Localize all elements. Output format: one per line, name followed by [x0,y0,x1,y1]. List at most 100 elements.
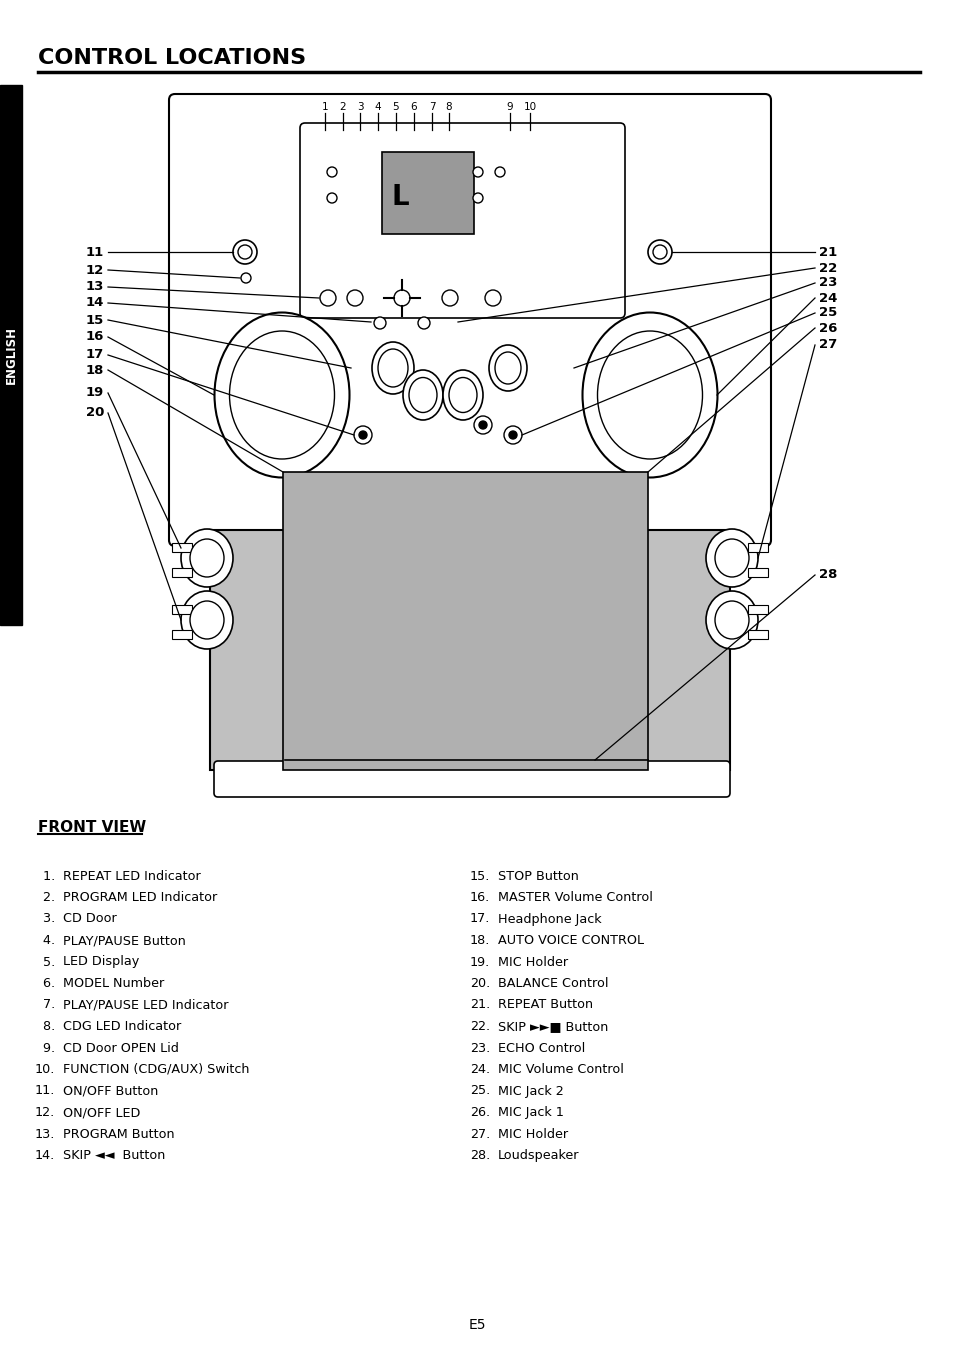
Text: 18.: 18. [469,934,490,946]
Bar [210,529,729,770]
Text: 11: 11 [86,245,104,259]
Text: FUNCTION (CDG/AUX) Switch: FUNCTION (CDG/AUX) Switch [63,1063,250,1076]
Text: MIC Holder: MIC Holder [497,1128,568,1140]
Circle shape [374,317,386,329]
Text: 4.: 4. [39,934,55,946]
Text: CD Door: CD Door [63,913,116,926]
Text: BALANCE Control: BALANCE Control [497,978,608,990]
Circle shape [474,416,492,435]
Ellipse shape [714,539,748,577]
Bar [381,152,474,234]
Text: 9.: 9. [39,1041,55,1055]
Text: 15: 15 [86,314,104,326]
Circle shape [484,290,500,306]
Circle shape [233,240,256,264]
Ellipse shape [449,378,476,413]
Bar [283,473,647,770]
Text: 7: 7 [428,102,435,112]
Text: 7.: 7. [39,998,55,1011]
Text: 21.: 21. [469,998,490,1011]
Text: 26: 26 [818,321,837,334]
Text: MIC Jack 1: MIC Jack 1 [497,1106,563,1118]
Circle shape [509,431,517,439]
Text: 22.: 22. [470,1020,490,1033]
Ellipse shape [705,590,758,649]
Text: ENGLISH: ENGLISH [5,326,17,385]
Text: 11.: 11. [34,1085,55,1098]
Circle shape [394,290,410,306]
Bar [172,605,192,613]
Text: 19.: 19. [469,956,490,968]
Text: 10.: 10. [34,1063,55,1076]
Text: 25: 25 [818,306,837,320]
Text: 17.: 17. [469,913,490,926]
Text: 28.: 28. [469,1150,490,1162]
Text: FRONT VIEW: FRONT VIEW [38,821,146,835]
Text: ON/OFF Button: ON/OFF Button [63,1085,158,1098]
Text: L: L [392,183,409,211]
Text: 1: 1 [321,102,328,112]
Text: 27.: 27. [469,1128,490,1140]
Text: 26.: 26. [470,1106,490,1118]
Text: 2: 2 [339,102,346,112]
Text: STOP Button: STOP Button [497,869,578,883]
Text: 17: 17 [86,348,104,362]
Text: 14.: 14. [34,1150,55,1162]
Text: 3: 3 [356,102,363,112]
Circle shape [354,427,372,444]
Text: PROGRAM LED Indicator: PROGRAM LED Indicator [63,891,217,904]
Ellipse shape [597,330,701,459]
Ellipse shape [190,601,224,639]
Text: LED Display: LED Display [63,956,139,968]
Circle shape [327,167,336,177]
Bar [172,630,192,639]
Text: 13: 13 [86,280,104,294]
Text: 1.: 1. [39,869,55,883]
Text: CDG LED Indicator: CDG LED Indicator [63,1020,181,1033]
Text: 5: 5 [393,102,399,112]
Circle shape [503,427,521,444]
Ellipse shape [409,378,436,413]
Text: SKIP ►►■ Button: SKIP ►►■ Button [497,1020,608,1033]
Text: 24: 24 [818,291,837,305]
Text: CONTROL LOCATIONS: CONTROL LOCATIONS [38,47,306,68]
Text: 3.: 3. [39,913,55,926]
FancyBboxPatch shape [213,761,729,798]
Ellipse shape [377,349,408,387]
Text: MIC Volume Control: MIC Volume Control [497,1063,623,1076]
Bar [172,567,192,577]
Circle shape [417,317,430,329]
Text: PLAY/PAUSE LED Indicator: PLAY/PAUSE LED Indicator [63,998,229,1011]
Text: 28: 28 [818,569,837,581]
Circle shape [478,421,486,429]
Ellipse shape [372,343,414,394]
Text: 21: 21 [818,245,837,259]
Ellipse shape [489,345,526,391]
Circle shape [647,240,671,264]
Ellipse shape [190,539,224,577]
Text: PLAY/PAUSE Button: PLAY/PAUSE Button [63,934,186,946]
Ellipse shape [442,370,482,420]
Text: 6.: 6. [39,978,55,990]
Text: MIC Holder: MIC Holder [497,956,568,968]
Ellipse shape [582,313,717,478]
Text: 9: 9 [506,102,513,112]
Text: 6: 6 [410,102,416,112]
Text: 8: 8 [445,102,452,112]
Circle shape [473,167,482,177]
Text: PROGRAM Button: PROGRAM Button [63,1128,174,1140]
Ellipse shape [214,313,349,478]
Text: 22: 22 [818,261,837,275]
Text: 12: 12 [86,264,104,276]
Text: 10: 10 [523,102,536,112]
Text: ECHO Control: ECHO Control [497,1041,584,1055]
Ellipse shape [705,529,758,588]
Circle shape [241,274,251,283]
Text: 14: 14 [86,297,104,310]
Text: 15.: 15. [469,869,490,883]
Bar [747,605,767,613]
Text: 20.: 20. [469,978,490,990]
Text: 8.: 8. [39,1020,55,1033]
Ellipse shape [181,590,233,649]
Text: 23.: 23. [469,1041,490,1055]
